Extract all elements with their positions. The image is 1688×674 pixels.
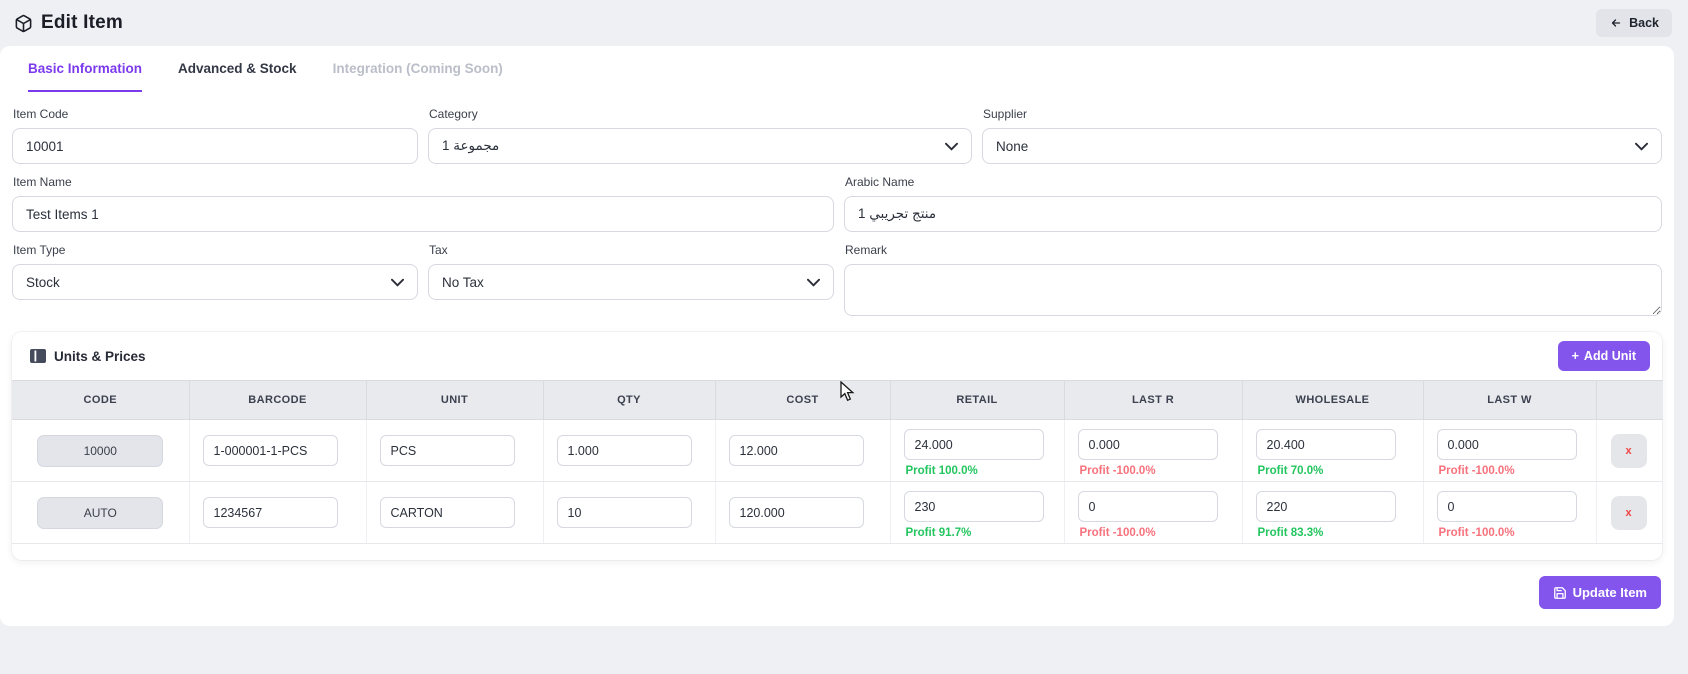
add-unit-button[interactable]: + Add Unit: [1557, 341, 1650, 371]
unit-code-field[interactable]: 10000: [37, 435, 164, 467]
top-bar: Edit Item Back: [0, 0, 1688, 46]
delete-unit-button[interactable]: x: [1610, 434, 1647, 468]
last-r-profit-label: Profit -100.0%: [1079, 527, 1156, 539]
col-last-w: LAST W: [1423, 380, 1597, 420]
tax-select[interactable]: No Tax: [428, 264, 834, 300]
col-retail: RETAIL: [890, 380, 1065, 420]
chevron-down-icon: [1635, 142, 1648, 151]
col-actions: [1596, 380, 1663, 420]
tab-bar: Basic Information Advanced & Stock Integ…: [0, 46, 1674, 92]
last-r-profit-label: Profit -100.0%: [1079, 465, 1156, 477]
last-w-input[interactable]: [1436, 429, 1577, 460]
tab-basic-information[interactable]: Basic Information: [28, 46, 143, 92]
supplier-select[interactable]: None: [982, 128, 1662, 164]
remark-label: Remark: [845, 243, 888, 257]
retail-profit-label: Profit 91.7%: [905, 527, 972, 539]
back-label: Back: [1629, 16, 1659, 30]
qty-input[interactable]: [556, 497, 692, 528]
table-header-row: CODE BARCODE UNIT QTY COST RETAIL LAST R…: [12, 380, 1663, 420]
back-button[interactable]: Back: [1596, 9, 1672, 37]
col-qty: QTY: [543, 380, 716, 420]
unit-input[interactable]: [379, 497, 515, 528]
units-prices-title: Units & Prices: [54, 348, 146, 364]
qty-input[interactable]: [556, 435, 692, 466]
wholesale-profit-label: Profit 83.3%: [1257, 527, 1324, 539]
item-name-input[interactable]: [12, 196, 834, 232]
supplier-value: None: [996, 138, 1029, 154]
item-type-value: Stock: [26, 274, 60, 290]
item-type-select[interactable]: Stock: [12, 264, 418, 300]
cost-input[interactable]: [728, 435, 864, 466]
col-wholesale: WHOLESALE: [1242, 380, 1424, 420]
chevron-down-icon: [391, 278, 404, 287]
columns-icon: [30, 349, 46, 363]
retail-input[interactable]: [903, 491, 1044, 522]
col-code: CODE: [12, 380, 190, 420]
chevron-down-icon: [945, 142, 958, 151]
retail-profit-label: Profit 100.0%: [905, 465, 978, 477]
item-name-label: Item Name: [13, 175, 72, 189]
supplier-label: Supplier: [983, 107, 1028, 121]
plus-icon: +: [1571, 349, 1579, 363]
arabic-name-input[interactable]: [844, 196, 1662, 232]
category-select[interactable]: مجموعة 1: [428, 128, 972, 164]
item-type-label: Item Type: [13, 243, 66, 257]
category-value: مجموعة 1: [442, 138, 500, 153]
barcode-input[interactable]: [202, 435, 338, 466]
tab-integration: Integration (Coming Soon): [332, 60, 503, 76]
wholesale-input[interactable]: [1255, 491, 1396, 522]
retail-input[interactable]: [903, 429, 1044, 460]
last-w-input[interactable]: [1436, 491, 1577, 522]
remark-textarea[interactable]: [844, 264, 1662, 316]
package-icon: [14, 14, 33, 33]
col-barcode: BARCODE: [189, 380, 367, 420]
table-row: AUTO Profit 91.7% Profit -100.0% Profit …: [12, 481, 1663, 544]
update-item-label: Update Item: [1572, 585, 1647, 600]
category-label: Category: [429, 107, 478, 121]
basic-information-form: Item Code Category مجموعة 1 Supplier Non…: [0, 92, 1674, 316]
add-unit-label: Add Unit: [1583, 349, 1636, 363]
page-title: Edit Item: [41, 12, 124, 33]
update-item-button[interactable]: Update Item: [1538, 576, 1661, 609]
cost-input[interactable]: [728, 497, 864, 528]
wholesale-input[interactable]: [1255, 429, 1396, 460]
unit-input[interactable]: [379, 435, 515, 466]
col-last-r: LAST R: [1064, 380, 1243, 420]
last-w-profit-label: Profit -100.0%: [1438, 527, 1515, 539]
units-table: CODE BARCODE UNIT QTY COST RETAIL LAST R…: [12, 380, 1663, 544]
arabic-name-label: Arabic Name: [845, 175, 915, 189]
tax-label: Tax: [429, 243, 448, 257]
table-row: 10000 Profit 100.0% Profit -100.0% Profi…: [12, 419, 1663, 482]
last-r-input[interactable]: [1077, 491, 1218, 522]
col-cost: COST: [715, 380, 891, 420]
col-unit: UNIT: [366, 380, 544, 420]
last-r-input[interactable]: [1077, 429, 1218, 460]
tax-value: No Tax: [442, 274, 484, 290]
units-prices-section: Units & Prices + Add Unit CODE BARCODE U…: [12, 332, 1663, 560]
edit-item-card: Basic Information Advanced & Stock Integ…: [0, 46, 1674, 626]
last-w-profit-label: Profit -100.0%: [1438, 465, 1515, 477]
item-code-label: Item Code: [13, 107, 69, 121]
unit-code-field[interactable]: AUTO: [37, 497, 164, 529]
wholesale-profit-label: Profit 70.0%: [1257, 465, 1324, 477]
save-icon: [1553, 586, 1567, 600]
item-code-input[interactable]: [12, 128, 418, 164]
chevron-down-icon: [807, 278, 820, 287]
delete-unit-button[interactable]: x: [1610, 496, 1647, 530]
tab-advanced-stock[interactable]: Advanced & Stock: [178, 60, 297, 76]
barcode-input[interactable]: [202, 497, 338, 528]
arrow-left-icon: [1609, 17, 1623, 29]
